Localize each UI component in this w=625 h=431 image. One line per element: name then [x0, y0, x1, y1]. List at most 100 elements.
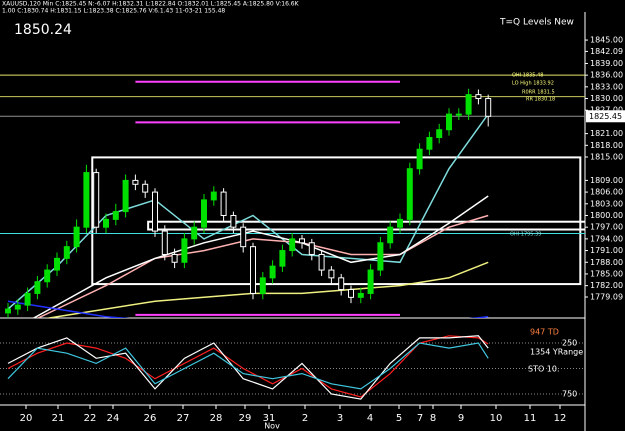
oscillator-panel — [0, 335, 585, 400]
candle-body — [269, 265, 276, 279]
y-tick-label: 1827.00 — [590, 106, 623, 115]
candle-body — [259, 277, 266, 294]
candle-body — [44, 269, 51, 283]
y-tick-label: 1806.00 — [590, 188, 623, 197]
candle-body — [14, 304, 21, 310]
y-tick-label: 1782.00 — [590, 281, 623, 290]
candle-body — [181, 238, 188, 263]
x-tick-label: 11 — [524, 413, 537, 424]
y-tick-label: 1839.00 — [590, 59, 623, 68]
y-tick-label: 1830.00 — [590, 94, 623, 103]
moving-average — [32, 195, 489, 318]
candle-body — [416, 148, 423, 170]
candle-body — [5, 308, 11, 314]
x-tick-label: 24 — [107, 413, 120, 424]
y-tick-label: 1803.00 — [590, 199, 623, 208]
x-tick-label: 27 — [177, 413, 190, 424]
y-tick-label: 1845.00 — [590, 36, 623, 45]
y-tick-label: 1818.00 — [590, 141, 623, 150]
candle-body — [279, 250, 286, 267]
y-tick-label: 1836.00 — [590, 71, 623, 80]
x-tick-label: 12 — [554, 413, 567, 424]
y-tick-label: 1788.00 — [590, 258, 623, 267]
candle-body — [103, 218, 109, 228]
candle-body — [230, 214, 237, 228]
candle-body — [24, 292, 31, 306]
header-line: 1.00 C:1830.74 H:1831.15 L:1823.38 C:182… — [2, 8, 225, 15]
header-line: XAUUSD,120 Min C:1825.45 N:-6.07 H:1832.… — [2, 1, 300, 8]
candle-body — [338, 277, 345, 291]
y-tick-label: 1794.00 — [590, 234, 623, 243]
y-tick-label: 1821.00 — [590, 129, 623, 138]
candle-body — [142, 183, 149, 193]
candle-body — [367, 269, 374, 294]
x-tick-label: 20 — [20, 413, 33, 424]
y-tick-label: 250 — [562, 338, 577, 347]
annotation: 1354 YRange — [530, 348, 583, 357]
moving-average — [7, 300, 489, 318]
candle-body — [161, 230, 168, 255]
candle-body — [83, 172, 90, 228]
x-tick-label: 10 — [490, 413, 503, 424]
candle-body — [73, 226, 80, 248]
candle-body — [465, 94, 472, 115]
y-tick-label: 750 — [562, 389, 577, 398]
x-tick-label: 28 — [210, 413, 223, 424]
candle-body — [240, 226, 247, 248]
candle-body — [308, 242, 315, 255]
candle-body — [63, 246, 70, 259]
price-marker-label: 1825.45 — [589, 112, 622, 121]
x-tick-label: 26 — [144, 413, 157, 424]
candle-body — [318, 253, 325, 271]
candle-body — [397, 218, 403, 228]
moving-average — [7, 113, 489, 310]
x-tick-label: 3 — [337, 413, 343, 424]
x-tick-label: 22 — [84, 413, 97, 424]
candle-body — [426, 137, 433, 150]
candle-body — [132, 179, 139, 185]
y-tick-label: 1842.09 — [590, 47, 623, 56]
candle-body — [387, 226, 394, 244]
candle-body — [328, 269, 335, 279]
candle-body — [122, 179, 129, 213]
x-tick-label: 9 — [458, 413, 464, 424]
y-tick-label: 1815.00 — [590, 153, 623, 162]
chart-subtitle: T=Q Levels New — [499, 18, 574, 28]
x-tick-label: 2 — [302, 413, 308, 424]
annotation: R0RR 1831.5 — [522, 90, 555, 96]
candle-body — [93, 172, 100, 228]
axes: 1845.00 1842.09 1839.00 1836.00 1833.00 1830.… — [20, 36, 625, 424]
candle-body — [348, 289, 354, 298]
oscillator-line — [7, 342, 489, 390]
candle-body — [112, 211, 119, 220]
y-tick-label: 1800.00 — [590, 211, 623, 220]
y-tick-label: 1833.00 — [590, 82, 623, 91]
y-tick-label: 1785.00 — [590, 269, 623, 278]
y-tick-label: 1779.09 — [590, 292, 623, 301]
candle-body — [54, 257, 60, 271]
x-tick-label: 5 — [396, 413, 402, 424]
candle-body — [171, 253, 178, 263]
candle-body — [377, 242, 384, 271]
chart-title: 1850.24 — [14, 22, 72, 38]
price-panel — [0, 74, 585, 318]
x-tick-label: 21 — [52, 413, 65, 424]
candle-body — [455, 113, 462, 116]
price-marker — [586, 110, 625, 123]
oscillator-line — [7, 335, 489, 400]
y-tick-label: 1797.00 — [590, 223, 623, 232]
month-label: Nov — [264, 422, 280, 431]
x-tick-label: 29 — [239, 413, 252, 424]
candle-body — [406, 168, 413, 220]
candle-body — [357, 292, 364, 298]
candle-body — [201, 199, 207, 228]
x-tick-label: 8 — [430, 413, 436, 424]
annotation: LO High 1833.92 — [512, 81, 554, 87]
candle-body — [210, 191, 217, 201]
moving-average — [36, 214, 489, 318]
candle-body — [250, 246, 256, 294]
candle-body — [475, 94, 482, 100]
annotation: RR 1830.18 — [526, 97, 555, 103]
candle-body — [446, 113, 452, 131]
